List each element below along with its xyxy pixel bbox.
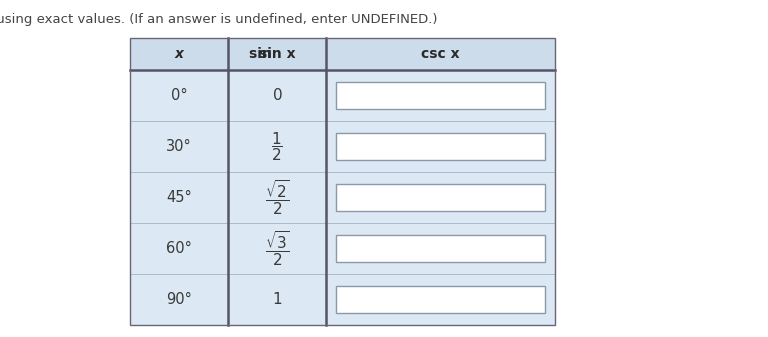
Text: 0°: 0° [170,88,187,103]
Text: sin: sin [250,47,277,61]
Bar [336,82,545,109]
Text: $\dfrac{\sqrt{3}}{2}$: $\dfrac{\sqrt{3}}{2}$ [264,229,290,268]
Text: 60°: 60° [166,241,192,256]
Bar [130,38,555,70]
Text: csc x: csc x [421,47,460,61]
Bar [336,133,545,160]
Text: $1$: $1$ [272,292,282,307]
Bar [336,184,545,211]
Text: $0$: $0$ [272,88,283,103]
Text: sin x: sin x [259,47,296,61]
Bar [336,286,545,313]
Text: $\dfrac{1}{2}$: $\dfrac{1}{2}$ [271,130,283,163]
Text: $\dfrac{\sqrt{2}}{2}$: $\dfrac{\sqrt{2}}{2}$ [264,178,290,217]
Bar [130,38,555,325]
Text: Complete the following table using exact values. (If an answer is undefined, ent: Complete the following table using exact… [0,13,438,26]
Text: x: x [174,47,184,61]
Text: 90°: 90° [166,292,192,307]
Bar [336,235,545,262]
Text: 30°: 30° [166,139,192,154]
Text: 45°: 45° [166,190,192,205]
Bar [130,38,555,325]
